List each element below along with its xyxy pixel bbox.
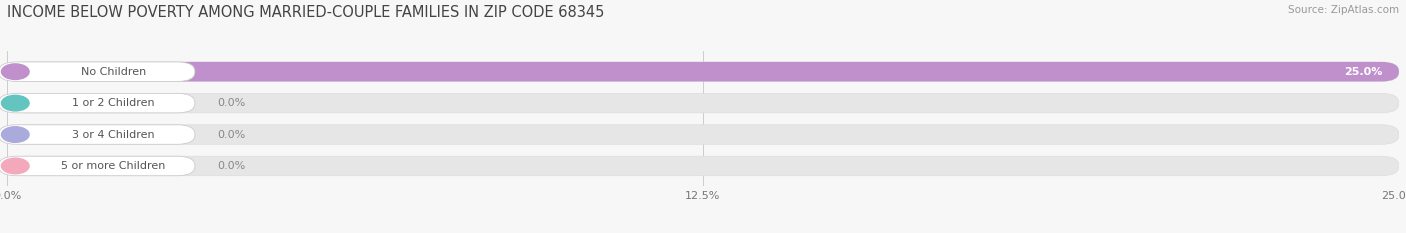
Text: 0.0%: 0.0% xyxy=(217,130,246,140)
Text: 25.0%: 25.0% xyxy=(1344,67,1382,77)
Circle shape xyxy=(1,127,30,142)
FancyBboxPatch shape xyxy=(7,62,1399,81)
Text: 0.0%: 0.0% xyxy=(217,98,246,108)
Circle shape xyxy=(1,158,30,174)
FancyBboxPatch shape xyxy=(7,156,1399,176)
FancyBboxPatch shape xyxy=(0,93,195,113)
Text: 0.0%: 0.0% xyxy=(217,161,246,171)
FancyBboxPatch shape xyxy=(0,125,195,144)
FancyBboxPatch shape xyxy=(7,93,1399,113)
Circle shape xyxy=(1,95,30,111)
FancyBboxPatch shape xyxy=(0,62,195,81)
Text: Source: ZipAtlas.com: Source: ZipAtlas.com xyxy=(1288,5,1399,15)
Circle shape xyxy=(1,64,30,79)
Text: No Children: No Children xyxy=(80,67,146,77)
FancyBboxPatch shape xyxy=(0,156,195,176)
Text: 3 or 4 Children: 3 or 4 Children xyxy=(72,130,155,140)
Text: 1 or 2 Children: 1 or 2 Children xyxy=(72,98,155,108)
FancyBboxPatch shape xyxy=(7,62,1399,81)
Text: INCOME BELOW POVERTY AMONG MARRIED-COUPLE FAMILIES IN ZIP CODE 68345: INCOME BELOW POVERTY AMONG MARRIED-COUPL… xyxy=(7,5,605,20)
Text: 5 or more Children: 5 or more Children xyxy=(62,161,166,171)
FancyBboxPatch shape xyxy=(7,125,1399,144)
